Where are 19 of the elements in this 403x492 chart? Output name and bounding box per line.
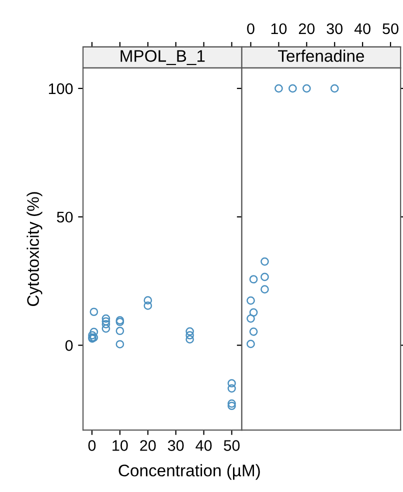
x-tick-label: 0 — [88, 440, 96, 451]
x-tick-label: 50 — [382, 23, 398, 34]
y-tick-label: 50 — [56, 212, 73, 223]
y-tick-label: 100 — [48, 83, 73, 94]
x-tick-label: 20 — [140, 440, 156, 451]
y-axis-title: Cytotoxicity (%) — [26, 192, 42, 306]
chart-title: Terfenadine — [278, 50, 364, 62]
x-tick-label: 40 — [196, 440, 212, 451]
x-tick-label: 30 — [168, 440, 184, 451]
x-tick-label: 50 — [224, 440, 240, 451]
x-tick-label: 10 — [112, 440, 128, 451]
x-axis-title: Concentration (µM) — [118, 464, 260, 480]
chart-title: MPOL_B_1 — [120, 50, 205, 66]
x-tick-label: 40 — [354, 23, 370, 34]
x-tick-label: 0 — [247, 23, 254, 34]
x-tick-label: 20 — [298, 23, 315, 34]
y-tick-label: 0 — [65, 340, 73, 351]
x-tick-label: 10 — [271, 23, 287, 34]
x-tick-label: 30 — [326, 23, 343, 34]
